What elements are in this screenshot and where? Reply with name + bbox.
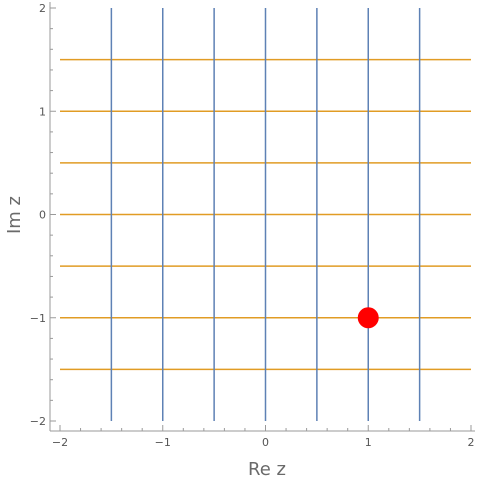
data-point [357,307,379,329]
y-tick-label: −1 [30,312,46,325]
y-tick-label: 2 [39,2,46,15]
x-tick-label: 0 [262,436,269,449]
x-axis-label: Re z [248,459,286,480]
y-tick-label: −2 [30,415,46,428]
x-tick-label: 1 [365,436,372,449]
axes-frame [49,2,475,432]
points-layer [357,307,379,329]
ticks-layer: −2 −1 0 1 2 −2 −1 0 1 2 [30,2,475,449]
x-tick-label: 2 [468,436,475,449]
y-tick-label: 1 [39,105,46,118]
y-axis-label: Im z [4,196,25,234]
x-tick-label: −2 [52,436,68,449]
y-tick-label: 0 [39,209,46,222]
x-tick-label: −1 [155,436,171,449]
grid-lines-layer [60,8,471,421]
